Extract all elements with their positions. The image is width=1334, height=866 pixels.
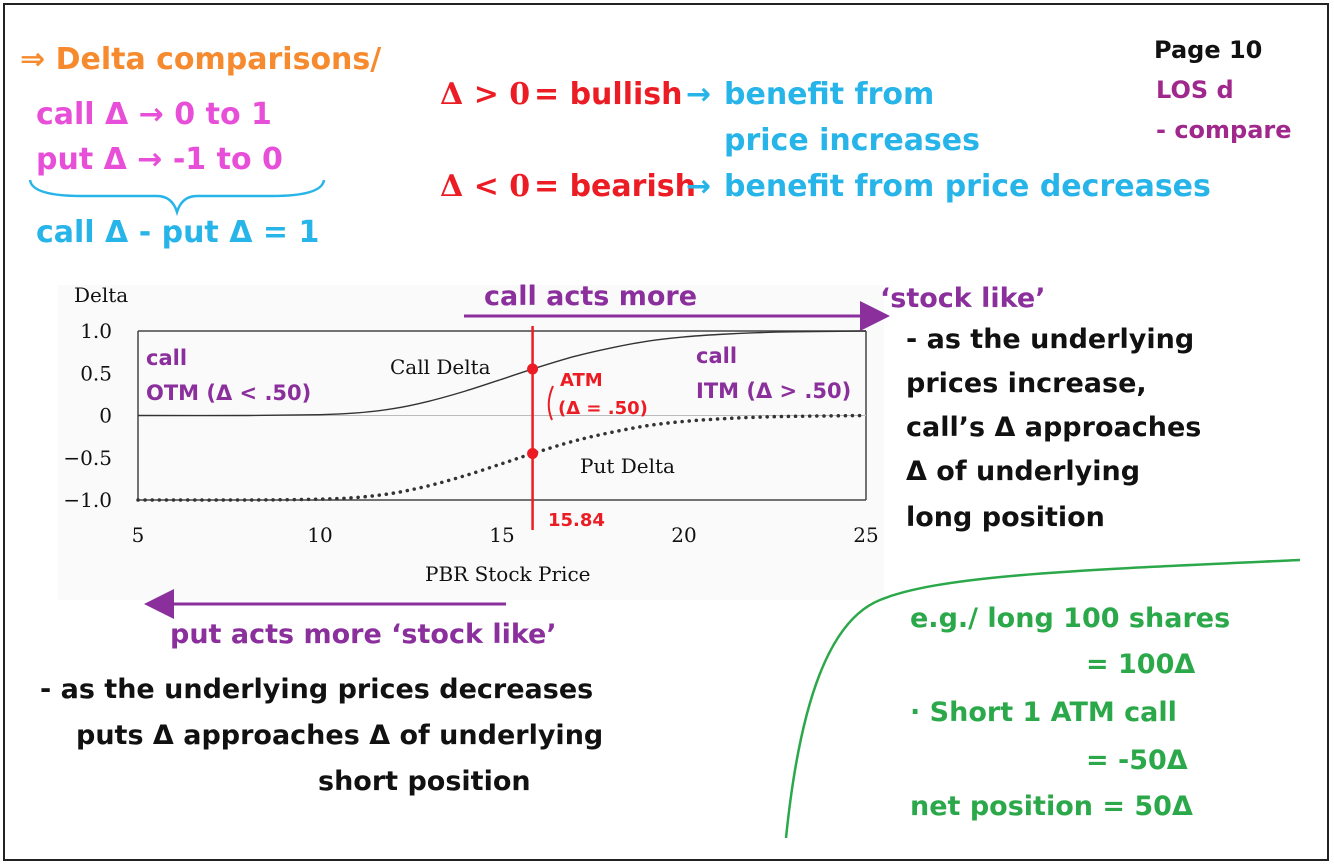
call-note-line: Δ of underlying: [906, 456, 1141, 487]
atm-marker: [527, 326, 539, 530]
put-note-line: puts Δ approaches Δ of underlying: [76, 720, 604, 751]
slide-title: ⇒ Delta comparisons/: [20, 42, 382, 77]
put-delta-series-label: Put Delta: [580, 454, 675, 478]
call-otm-label: call: [146, 346, 188, 370]
example-line-1: e.g./ long 100 shares: [910, 603, 1231, 634]
y-tick-label: −0.5: [63, 446, 112, 470]
y-tick-label: 0.5: [80, 361, 112, 385]
example-line-3: · Short 1 ATM call: [910, 697, 1177, 728]
put-note-line: - as the underlying prices decreases: [40, 674, 594, 705]
call-note-line: call’s Δ approaches: [906, 412, 1202, 443]
call-note-line: prices increase,: [906, 368, 1147, 399]
y-tick-label: 1.0: [80, 319, 112, 343]
example-line-2: = 100Δ: [1086, 649, 1196, 680]
bull-arrow: →: [686, 77, 712, 112]
atm-label: ATM: [560, 370, 603, 391]
y-tick-label: −1.0: [63, 488, 112, 512]
example-line-4: = -50Δ: [1086, 745, 1188, 776]
put-more-label: put acts more ‘stock like’: [170, 619, 557, 650]
slide-frame: [3, 3, 1329, 861]
call-note-line: long position: [906, 502, 1105, 533]
y-tick-label: 0: [99, 404, 112, 428]
atm-call-point: [527, 363, 539, 375]
atm-delta-label: (Δ = .50): [558, 398, 648, 419]
bull-label: = bullish: [534, 77, 683, 112]
put-note-line: short position: [318, 766, 531, 797]
los-sub-label: - compare: [1156, 116, 1292, 144]
x-tick-label: 25: [853, 523, 878, 547]
y-axis-label: Delta: [74, 283, 128, 307]
x-tick-label: 15: [489, 523, 514, 547]
put-range: put Δ → -1 to 0: [36, 142, 283, 177]
x-axis-label: PBR Stock Price: [425, 562, 590, 586]
x-tick-label: 5: [132, 523, 145, 547]
x-tick-label: 20: [671, 523, 696, 547]
call-otm-range: OTM (Δ < .50): [146, 381, 312, 405]
example-line-5: net position = 50Δ: [910, 791, 1193, 822]
x-tick-label: 10: [307, 523, 332, 547]
call-delta-series-label: Call Delta: [390, 355, 491, 379]
bear-label: = bearish: [534, 169, 696, 204]
call-itm-label: call: [696, 344, 738, 368]
bear-symbol: Δ < 0: [440, 169, 531, 204]
call-put-relationship: call Δ - put Δ = 1: [36, 215, 320, 250]
bull-symbol: Δ > 0: [440, 77, 531, 112]
range-brace: [28, 179, 326, 216]
page-number: Page 10: [1154, 36, 1263, 64]
stock-like-label: ‘stock like’: [880, 283, 1046, 314]
call-itm-range: ITM (Δ > .50): [696, 379, 852, 403]
call-range: call Δ → 0 to 1: [36, 97, 272, 132]
bear-benefit: benefit from price decreases: [724, 169, 1211, 204]
bull-benefit: benefit from: [724, 77, 935, 112]
call-more-label: call acts more: [484, 281, 698, 312]
los-label: LOS d: [1156, 76, 1234, 104]
chart-background: [58, 285, 884, 600]
chart-tick-labels: 1.0 0.5 0 −0.5 −1.0 5 10 15 20 25: [63, 319, 878, 547]
bear-arrow: →: [686, 169, 712, 204]
atm-put-point: [527, 448, 539, 460]
call-note-line: - as the underlying: [906, 324, 1195, 355]
atm-price-label: 15.84: [548, 510, 605, 531]
atm-bracket: [547, 385, 554, 421]
bull-benefit-2: price increases: [724, 123, 980, 158]
